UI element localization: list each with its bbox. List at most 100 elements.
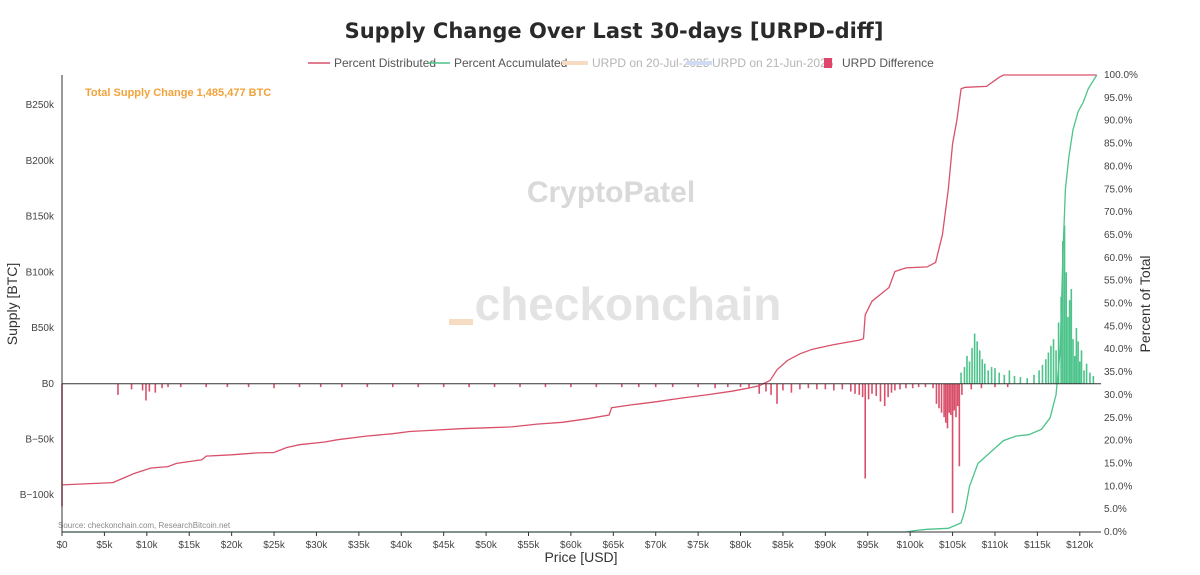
- x-tick-label: $90k: [815, 540, 838, 551]
- x-tick-label: $40k: [390, 540, 413, 551]
- bar: [1006, 383, 1009, 388]
- bar: [117, 383, 119, 395]
- x-tick-label: $55k: [518, 540, 541, 551]
- bar: [875, 383, 878, 397]
- bar: [951, 383, 954, 514]
- legend-label-urpd-20-jul[interactable]: URPD on 20-Jul-2025: [592, 56, 710, 70]
- x-tick-label: $100k: [897, 540, 925, 551]
- y-tick-label: B100k: [26, 267, 55, 278]
- bar: [980, 383, 983, 389]
- watermark-checkonchain: checkonchain: [475, 278, 782, 330]
- bar: [493, 383, 496, 388]
- bar: [179, 383, 182, 388]
- bar: [1041, 364, 1044, 384]
- legend-swatch-urpd-difference: [824, 58, 832, 68]
- bar: [595, 383, 598, 388]
- y2-tick-label: 50.0%: [1104, 299, 1132, 310]
- y2-tick-label: 35.0%: [1104, 367, 1132, 378]
- bar: [1068, 300, 1071, 384]
- bar: [637, 383, 640, 388]
- x-tick-label: $120k: [1066, 540, 1094, 551]
- bar: [1033, 374, 1035, 384]
- y-tick-label: B50k: [31, 323, 55, 334]
- y-axis-ticks: B0 B50k B100k B150k B200k B250k B−50k B−100k: [20, 100, 55, 501]
- watermark-underscore: [449, 319, 473, 325]
- x-tick-label: $30k: [306, 540, 329, 551]
- x-tick-label: $15k: [178, 540, 201, 551]
- legend-label-percent-accumulated[interactable]: Percent Accumulated: [454, 56, 567, 70]
- bar: [765, 383, 767, 392]
- legend-label-urpd-21-jun[interactable]: URPD on 21-Jun-2025: [712, 56, 834, 70]
- bar: [1057, 322, 1060, 384]
- bar: [148, 383, 151, 392]
- bar: [899, 383, 901, 390]
- bar: [867, 383, 870, 400]
- bar: [1089, 372, 1091, 384]
- bar: [932, 383, 934, 389]
- x-tick-label: $25k: [263, 540, 286, 551]
- bar: [1019, 377, 1022, 384]
- bar: [998, 372, 1001, 384]
- y2-tick-label: 95.0%: [1104, 93, 1132, 104]
- bar: [1075, 328, 1078, 384]
- bar: [861, 383, 864, 398]
- y-tick-label: B−50k: [25, 434, 55, 445]
- bar: [697, 383, 699, 388]
- bar: [1080, 350, 1083, 384]
- y2-tick-label: 100.0%: [1104, 70, 1138, 81]
- y-tick-label: B150k: [26, 212, 55, 223]
- y2-tick-label: 65.0%: [1104, 230, 1132, 241]
- bar: [984, 363, 986, 384]
- x-tick-label: $95k: [857, 540, 880, 551]
- y2-tick-label: 60.0%: [1104, 253, 1132, 264]
- bar: [1047, 352, 1050, 384]
- bar: [968, 361, 971, 384]
- y2-tick-label: 30.0%: [1104, 390, 1132, 401]
- bar: [883, 383, 886, 407]
- legend-label-percent-distributed[interactable]: Percent Distributed: [334, 56, 436, 70]
- legend[interactable]: Percent Distributed Percent Accumulated …: [308, 56, 934, 70]
- bar: [161, 383, 163, 389]
- y2-tick-label: 70.0%: [1104, 207, 1132, 218]
- bar: [1008, 370, 1011, 384]
- y2-tick-label: 55.0%: [1104, 276, 1132, 287]
- legend-label-urpd-difference[interactable]: URPD Difference: [842, 56, 934, 70]
- bar: [1083, 370, 1085, 384]
- bar: [849, 383, 852, 392]
- bar: [319, 383, 322, 388]
- y-axis-title: Supply [BTC]: [4, 263, 20, 345]
- bar: [978, 350, 981, 384]
- y2-tick-label: 80.0%: [1104, 161, 1132, 172]
- bar: [816, 383, 818, 390]
- bar: [205, 383, 207, 388]
- bar: [1067, 316, 1069, 384]
- bar: [1065, 272, 1068, 384]
- bar: [911, 383, 914, 389]
- bar: [946, 383, 949, 429]
- x-tick-label: $110k: [982, 540, 1010, 551]
- y2-tick-label: 45.0%: [1104, 321, 1132, 332]
- bar: [654, 383, 657, 388]
- bar: [824, 383, 827, 390]
- bar: [994, 383, 996, 388]
- bar: [841, 383, 844, 390]
- bar: [1038, 370, 1040, 384]
- bar: [1013, 375, 1016, 384]
- bar: [854, 383, 856, 394]
- bars-layer: [61, 225, 1095, 514]
- bar: [864, 383, 867, 479]
- y-tick-label: B0: [42, 379, 55, 390]
- bar: [776, 383, 778, 404]
- source-note: Source: checkonchain.com, ResearchBitcoi…: [58, 521, 231, 530]
- x-tick-label: $115k: [1024, 540, 1052, 551]
- x-tick-label: $105k: [939, 540, 967, 551]
- bar: [944, 383, 947, 423]
- bar: [958, 383, 961, 467]
- bar: [247, 383, 250, 388]
- y2-tick-label: 90.0%: [1104, 116, 1132, 127]
- bar: [1063, 225, 1066, 384]
- bar: [961, 383, 963, 395]
- series-line-percent-accumulated: [62, 74, 1098, 533]
- bar: [833, 383, 835, 391]
